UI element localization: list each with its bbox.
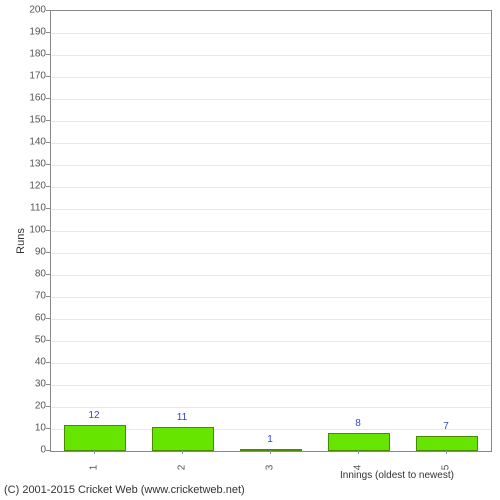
y-tick-mark [46,274,50,275]
y-tick-mark [46,450,50,451]
gridline [51,121,491,122]
y-tick-label: 80 [35,269,46,280]
y-tick-mark [46,186,50,187]
y-tick-mark [46,428,50,429]
x-tick-label: 3 [265,465,276,471]
bar-value-label: 8 [355,418,361,429]
plot-area [50,10,492,452]
gridline [51,55,491,56]
chart-container: Runs (C) 2001-2015 Cricket Web (www.cric… [0,0,500,500]
copyright-text: (C) 2001-2015 Cricket Web (www.cricketwe… [4,484,245,496]
gridline [51,319,491,320]
y-tick-mark [46,362,50,363]
y-tick-label: 60 [35,313,46,324]
bar [152,427,214,451]
gridline [51,275,491,276]
bar-value-label: 7 [443,421,449,432]
bar-value-label: 1 [267,434,273,445]
x-tick-mark [270,450,271,454]
gridline [51,33,491,34]
x-tick-mark [94,450,95,454]
y-tick-mark [46,208,50,209]
y-tick-label: 200 [29,5,46,16]
gridline [51,363,491,364]
y-tick-mark [46,98,50,99]
y-tick-label: 110 [30,203,46,214]
gridline [51,297,491,298]
y-tick-mark [46,384,50,385]
y-tick-mark [46,10,50,11]
y-tick-mark [46,340,50,341]
gridline [51,143,491,144]
x-tick-mark [446,450,447,454]
y-tick-label: 170 [29,71,46,82]
y-tick-mark [46,406,50,407]
gridline [51,385,491,386]
x-tick-label: 2 [177,465,188,471]
y-tick-label: 40 [35,357,46,368]
gridline [51,99,491,100]
y-tick-mark [46,164,50,165]
gridline [51,209,491,210]
y-tick-label: 120 [29,181,46,192]
y-tick-label: 160 [29,93,46,104]
x-tick-mark [182,450,183,454]
x-tick-mark [358,450,359,454]
y-tick-label: 150 [29,115,46,126]
y-tick-mark [46,252,50,253]
y-tick-label: 190 [29,27,46,38]
y-tick-mark [46,32,50,33]
y-tick-label: 130 [29,159,46,170]
y-tick-label: 30 [35,379,46,390]
y-tick-mark [46,120,50,121]
bar-value-label: 11 [177,412,187,423]
bar [64,425,126,451]
x-tick-label: 1 [89,465,100,471]
y-tick-label: 50 [35,335,46,346]
y-tick-mark [46,76,50,77]
gridline [51,253,491,254]
x-axis-label: Innings (oldest to newest) [340,470,454,481]
y-tick-mark [46,318,50,319]
y-tick-label: 70 [35,291,46,302]
y-tick-label: 20 [35,401,46,412]
gridline [51,77,491,78]
y-tick-mark [46,230,50,231]
y-tick-label: 90 [35,247,46,258]
gridline [51,341,491,342]
gridline [51,165,491,166]
bar [416,436,478,451]
y-tick-mark [46,296,50,297]
bar-value-label: 12 [88,410,99,421]
bar [328,433,390,451]
y-tick-label: 180 [29,49,46,60]
y-tick-label: 0 [40,445,46,456]
y-tick-label: 100 [29,225,46,236]
gridline [51,187,491,188]
y-axis-label: Runs [15,228,27,254]
gridline [51,407,491,408]
gridline [51,231,491,232]
y-tick-label: 140 [29,137,46,148]
y-tick-mark [46,142,50,143]
y-tick-mark [46,54,50,55]
y-tick-label: 10 [35,423,46,434]
